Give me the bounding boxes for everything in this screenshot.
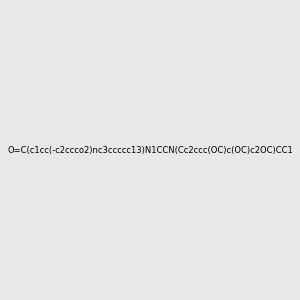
Text: O=C(c1cc(-c2ccco2)nc3ccccc13)N1CCN(Cc2ccc(OC)c(OC)c2OC)CC1: O=C(c1cc(-c2ccco2)nc3ccccc13)N1CCN(Cc2cc… <box>7 146 293 154</box>
